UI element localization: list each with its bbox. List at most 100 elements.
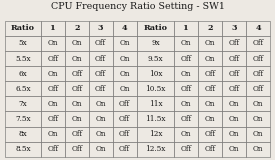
Bar xyxy=(65,21,89,36)
Bar xyxy=(41,51,65,66)
Text: On: On xyxy=(253,100,263,108)
Text: Ratio: Ratio xyxy=(144,24,167,32)
Bar xyxy=(246,96,270,112)
Bar xyxy=(41,36,65,51)
Bar xyxy=(5,36,41,51)
Text: On: On xyxy=(72,55,82,63)
Text: Off: Off xyxy=(47,115,58,123)
Text: Off: Off xyxy=(119,145,130,153)
Text: On: On xyxy=(253,145,263,153)
Text: 12.5x: 12.5x xyxy=(145,145,166,153)
Text: Off: Off xyxy=(252,40,264,48)
Bar xyxy=(65,96,89,112)
Text: Off: Off xyxy=(119,115,130,123)
Bar xyxy=(112,81,136,96)
Text: On: On xyxy=(119,70,130,78)
Text: On: On xyxy=(48,100,58,108)
Text: Off: Off xyxy=(47,145,58,153)
Text: On: On xyxy=(119,85,130,93)
Bar xyxy=(89,112,112,127)
Text: On: On xyxy=(253,115,263,123)
Bar xyxy=(5,81,41,96)
Bar xyxy=(136,81,174,96)
Text: 6.5x: 6.5x xyxy=(15,85,31,93)
Text: 8x: 8x xyxy=(18,130,27,138)
Bar xyxy=(112,112,136,127)
Bar xyxy=(41,112,65,127)
Text: Off: Off xyxy=(119,100,130,108)
Bar xyxy=(198,36,222,51)
Text: 11.5x: 11.5x xyxy=(145,115,166,123)
Text: 4: 4 xyxy=(255,24,261,32)
Bar xyxy=(65,81,89,96)
Bar xyxy=(246,81,270,96)
Text: Off: Off xyxy=(47,85,58,93)
Text: 7.5x: 7.5x xyxy=(15,115,31,123)
Text: Off: Off xyxy=(205,145,216,153)
Text: Off: Off xyxy=(229,85,240,93)
Text: Off: Off xyxy=(71,145,82,153)
Bar xyxy=(5,96,41,112)
Bar xyxy=(222,51,246,66)
Text: 2: 2 xyxy=(208,24,213,32)
Text: Off: Off xyxy=(252,55,264,63)
Bar xyxy=(65,127,89,142)
Text: On: On xyxy=(72,40,82,48)
Text: On: On xyxy=(181,70,192,78)
Text: Off: Off xyxy=(252,70,264,78)
Text: On: On xyxy=(181,40,192,48)
Text: Off: Off xyxy=(229,40,240,48)
Bar xyxy=(41,142,65,157)
Bar xyxy=(198,51,222,66)
Bar xyxy=(174,112,198,127)
Bar xyxy=(89,142,112,157)
Text: Off: Off xyxy=(95,70,106,78)
Text: On: On xyxy=(205,40,216,48)
Text: 8.5x: 8.5x xyxy=(15,145,31,153)
Bar xyxy=(65,142,89,157)
Text: On: On xyxy=(253,130,263,138)
Text: On: On xyxy=(48,40,58,48)
Bar xyxy=(5,51,41,66)
Text: 5.5x: 5.5x xyxy=(15,55,31,63)
Bar xyxy=(198,142,222,157)
Bar xyxy=(5,21,41,36)
Text: Off: Off xyxy=(95,85,106,93)
Bar xyxy=(136,96,174,112)
Bar xyxy=(41,81,65,96)
Text: Off: Off xyxy=(47,55,58,63)
Bar xyxy=(136,66,174,81)
Text: 10x: 10x xyxy=(149,70,162,78)
Text: 9x: 9x xyxy=(151,40,160,48)
Bar xyxy=(5,66,41,81)
Bar xyxy=(222,66,246,81)
Text: On: On xyxy=(95,145,106,153)
Text: 4: 4 xyxy=(122,24,127,32)
Bar xyxy=(5,112,41,127)
Bar xyxy=(222,21,246,36)
Text: Off: Off xyxy=(71,85,82,93)
Bar xyxy=(222,81,246,96)
Bar xyxy=(174,127,198,142)
Bar xyxy=(246,142,270,157)
Bar xyxy=(246,112,270,127)
Text: On: On xyxy=(95,130,106,138)
Text: Off: Off xyxy=(95,55,106,63)
Bar xyxy=(41,127,65,142)
Text: 11x: 11x xyxy=(148,100,162,108)
Bar xyxy=(89,36,112,51)
Text: On: On xyxy=(72,115,82,123)
Bar xyxy=(112,36,136,51)
Bar xyxy=(174,96,198,112)
Text: 5x: 5x xyxy=(18,40,27,48)
Bar xyxy=(112,96,136,112)
Bar xyxy=(136,142,174,157)
Bar xyxy=(174,142,198,157)
Bar xyxy=(89,21,112,36)
Text: Off: Off xyxy=(71,130,82,138)
Bar xyxy=(222,36,246,51)
Bar xyxy=(198,127,222,142)
Text: 3: 3 xyxy=(98,24,103,32)
Bar xyxy=(246,66,270,81)
Text: Off: Off xyxy=(205,70,216,78)
